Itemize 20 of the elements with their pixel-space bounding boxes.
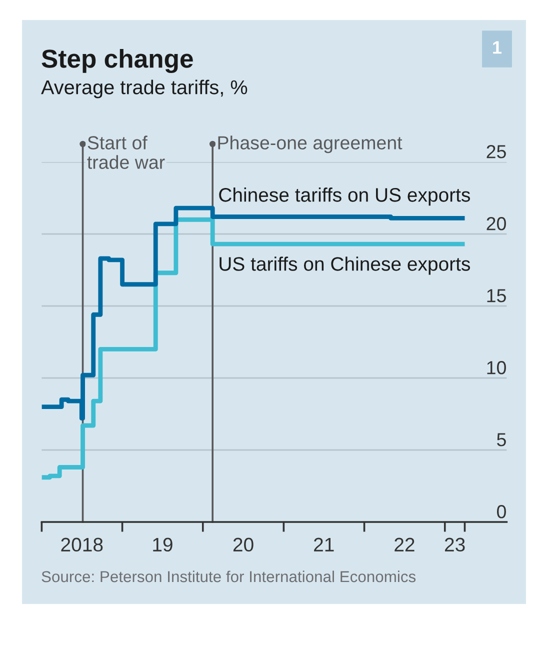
y-tick-label: 10 (487, 361, 506, 374)
chart-title: Step change (42, 48, 193, 74)
chart-subtitle: Average trade tariffs, % (41, 80, 248, 98)
x-tick-label: 20 (233, 538, 254, 552)
y-tick-label: 15 (487, 289, 506, 302)
y-tick-label: 0 (497, 505, 506, 518)
x-tick-label: 2018 (61, 538, 103, 552)
x-tick-label: 22 (394, 538, 414, 552)
x-tick-label: 21 (314, 538, 334, 552)
ref-line-label: Phase-one agreement (218, 136, 402, 154)
series-label: US tariffs on Chinese exports (220, 256, 470, 275)
y-tick-label: 25 (486, 145, 506, 158)
text: 1 (493, 41, 502, 54)
series-label: Chinese tariffs on US exports (219, 188, 470, 206)
y-tick-label: 20 (486, 217, 506, 230)
x-tick-label: 23 (444, 538, 465, 552)
ref-line-label: Start of trade war (87, 136, 165, 169)
y-tick-label: 5 (497, 433, 506, 446)
x-tick-label: 19 (153, 538, 172, 552)
source-note: Source: Peterson Institute for International Economics (42, 570, 416, 582)
